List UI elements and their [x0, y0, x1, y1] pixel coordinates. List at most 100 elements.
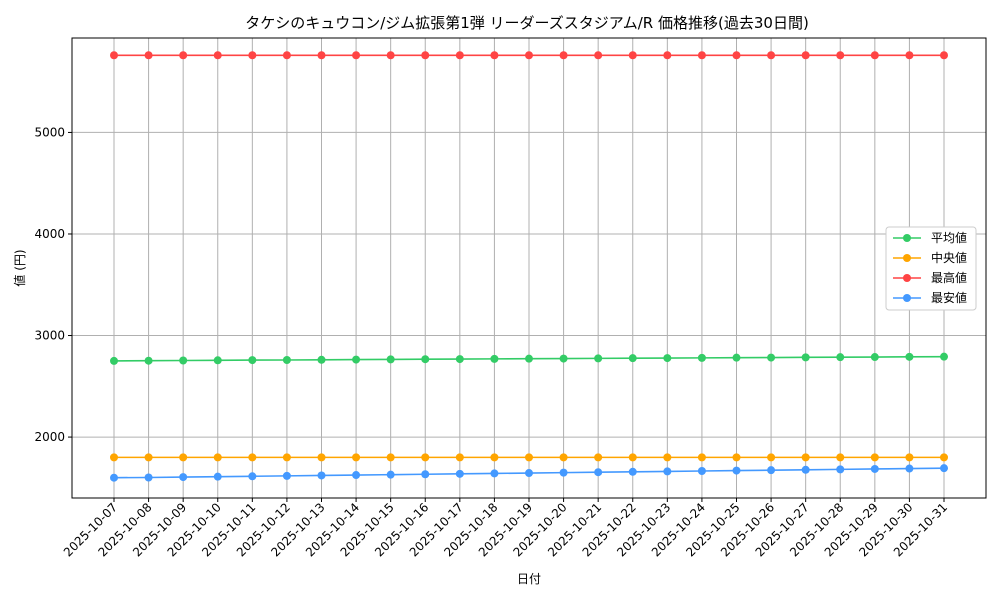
- legend-swatch-marker: [903, 234, 911, 242]
- data-point: [732, 453, 741, 462]
- data-point: [110, 453, 118, 462]
- data-point: [421, 470, 430, 479]
- data-point: [282, 356, 291, 364]
- legend-entry-2: 最高値: [893, 270, 967, 285]
- data-point: [594, 354, 603, 363]
- data-point: [697, 466, 706, 475]
- series-1: [110, 453, 948, 462]
- data-point: [179, 51, 188, 60]
- legend-label: 最安値: [931, 290, 967, 305]
- data-point: [110, 356, 118, 365]
- y-tick-label: 4000: [34, 227, 65, 241]
- data-point: [213, 472, 222, 481]
- data-point: [490, 354, 499, 363]
- data-point: [940, 453, 948, 462]
- grid-layer: [72, 38, 986, 498]
- data-point: [628, 354, 637, 363]
- y-tick-label: 3000: [34, 329, 65, 343]
- data-point: [663, 354, 672, 363]
- data-point: [594, 51, 603, 60]
- data-point: [282, 471, 291, 480]
- legend-swatch-marker: [903, 294, 911, 302]
- data-point: [628, 51, 637, 60]
- data-point: [352, 453, 361, 462]
- data-point: [144, 473, 153, 482]
- x-axis-label: 日付: [517, 572, 541, 586]
- data-point: [110, 473, 118, 482]
- data-point: [836, 465, 845, 474]
- data-point: [386, 453, 395, 462]
- data-point: [732, 466, 741, 475]
- legend-entry-0: 平均値: [893, 230, 967, 245]
- data-point: [940, 51, 948, 60]
- data-point: [940, 352, 948, 361]
- data-point: [455, 453, 464, 462]
- series-layer: [110, 51, 948, 482]
- data-point: [905, 352, 914, 361]
- data-point: [525, 354, 533, 363]
- y-tick-label: 5000: [34, 125, 65, 139]
- data-point: [559, 453, 568, 462]
- data-point: [455, 51, 464, 60]
- data-point: [905, 464, 914, 473]
- legend-label: 中央値: [931, 250, 967, 265]
- data-point: [421, 355, 430, 364]
- data-point: [248, 356, 257, 365]
- data-point: [559, 468, 568, 477]
- data-point: [940, 464, 948, 473]
- data-point: [179, 473, 188, 482]
- data-point: [282, 453, 291, 462]
- data-point: [352, 51, 361, 60]
- data-point: [836, 453, 845, 462]
- data-point: [559, 354, 568, 363]
- data-point: [386, 470, 395, 479]
- data-point: [490, 51, 499, 60]
- data-point: [248, 453, 257, 462]
- legend-box: [885, 226, 977, 311]
- data-point: [317, 453, 326, 462]
- data-point: [490, 453, 499, 462]
- data-point: [594, 453, 603, 462]
- data-point: [767, 453, 776, 462]
- data-point: [144, 51, 153, 60]
- legend-swatch-marker: [903, 274, 911, 282]
- data-point: [732, 353, 741, 362]
- data-point: [870, 51, 879, 60]
- y-tick-layer: 2000 3000 4000 5000: [34, 125, 72, 444]
- data-point: [144, 356, 153, 365]
- data-point: [213, 453, 222, 462]
- data-point: [870, 464, 879, 473]
- data-point: [697, 453, 706, 462]
- chart-title: タケシのキュウコン/ジム拡張第1弾 リーダーズスタジアム/R 価格推移(過去30…: [245, 14, 809, 32]
- legend-entry-3: 最安値: [893, 290, 967, 305]
- data-point: [144, 453, 153, 462]
- data-point: [352, 355, 361, 364]
- data-point: [455, 469, 464, 478]
- data-point: [836, 353, 845, 362]
- data-point: [870, 353, 879, 362]
- data-point: [732, 51, 741, 60]
- data-point: [421, 453, 430, 462]
- data-point: [110, 51, 118, 60]
- data-point: [905, 51, 914, 60]
- data-point: [317, 51, 326, 60]
- data-point: [801, 353, 810, 362]
- data-point: [697, 51, 706, 60]
- legend-label: 平均値: [931, 230, 967, 245]
- data-point: [663, 453, 672, 462]
- data-point: [525, 51, 533, 60]
- legend-entry-1: 中央値: [893, 250, 967, 265]
- data-point: [248, 472, 257, 481]
- series-0: [110, 352, 948, 365]
- data-point: [317, 471, 326, 480]
- data-point: [386, 51, 395, 60]
- data-point: [559, 51, 568, 60]
- data-point: [352, 471, 361, 480]
- data-point: [213, 51, 222, 60]
- x-tick-layer: 2025-10-072025-10-082025-10-092025-10-10…: [61, 498, 950, 559]
- data-point: [836, 51, 845, 60]
- data-point: [663, 467, 672, 476]
- data-point: [490, 469, 499, 478]
